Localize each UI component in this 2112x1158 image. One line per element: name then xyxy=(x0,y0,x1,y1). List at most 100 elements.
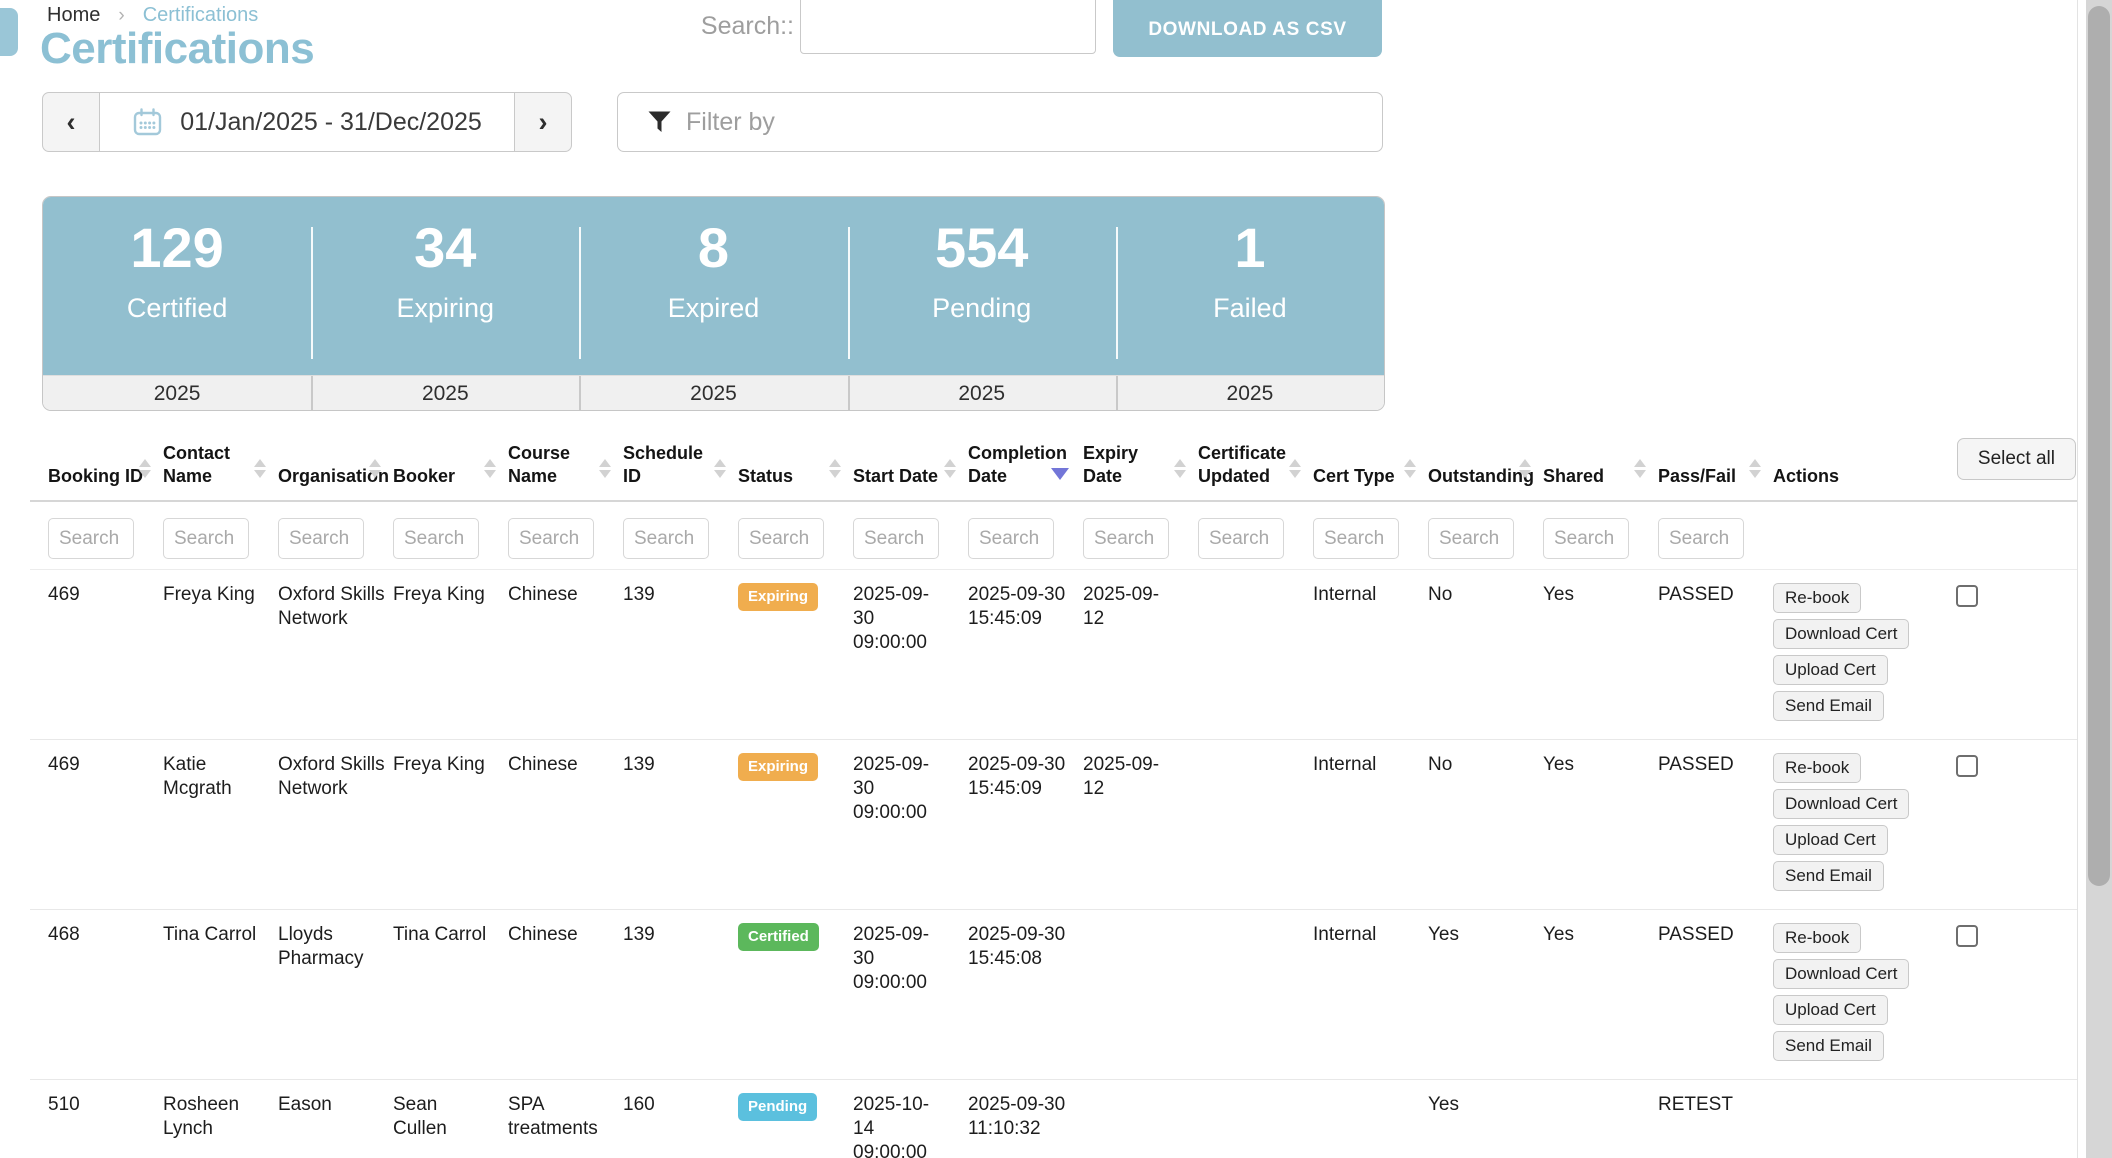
cell-certificate-updated xyxy=(1198,569,1313,740)
column-header-start-date[interactable]: Start Date xyxy=(853,438,968,502)
search-status-input[interactable] xyxy=(738,518,824,559)
cell-completion-date: 2025-09-30 15:45:09 xyxy=(968,739,1083,910)
sort-arrows-icon[interactable] xyxy=(714,459,726,478)
search-schedule-id-input[interactable] xyxy=(623,518,709,559)
cell-status: Expiring xyxy=(738,739,853,910)
column-header-booker[interactable]: Booker xyxy=(393,438,508,502)
sort-arrows-icon[interactable] xyxy=(254,459,266,478)
download-csv-button[interactable]: DOWNLOAD AS CSV xyxy=(1113,0,1382,57)
re-book-button[interactable]: Re-book xyxy=(1773,753,1862,783)
download-cert-button[interactable]: Download Cert xyxy=(1773,619,1910,649)
filter-by-field[interactable]: Filter by xyxy=(617,92,1383,152)
calendar-icon xyxy=(132,107,163,138)
upload-cert-button[interactable]: Upload Cert xyxy=(1773,995,1888,1025)
stats-cards: 129 Certified 34 Expiring 8 Expired 554 Pending… xyxy=(43,197,1384,375)
sort-arrows-icon[interactable] xyxy=(1519,459,1531,478)
stat-year-pending: 2025 xyxy=(847,376,1116,410)
cell-outstanding: Yes xyxy=(1428,909,1543,1080)
column-label: Outstanding xyxy=(1428,466,1534,486)
send-email-button[interactable]: Send Email xyxy=(1773,1031,1884,1061)
global-search-input[interactable] xyxy=(800,0,1096,54)
breadcrumb-separator: › xyxy=(118,5,125,26)
stats-year-strip: 2025 2025 2025 2025 2025 xyxy=(43,375,1384,410)
cell-cert-type: Internal xyxy=(1313,569,1428,740)
search-expiry-date-input[interactable] xyxy=(1083,518,1169,559)
re-book-button[interactable]: Re-book xyxy=(1773,923,1862,953)
search-course-name-input[interactable] xyxy=(508,518,594,559)
column-header-course-name[interactable]: Course Name xyxy=(508,438,623,502)
select-all-button[interactable]: Select all xyxy=(1956,438,2076,480)
cell-expiry-date xyxy=(1083,1079,1198,1158)
search-cert-type-input[interactable] xyxy=(1313,518,1399,559)
column-header-shared[interactable]: Shared xyxy=(1543,438,1658,502)
download-cert-button[interactable]: Download Cert xyxy=(1773,959,1910,989)
sort-arrows-icon[interactable] xyxy=(1289,459,1301,478)
search-booker-input[interactable] xyxy=(393,518,479,559)
column-header-expiry-date[interactable]: Expiry Date xyxy=(1083,438,1198,502)
breadcrumb-home-link[interactable]: Home xyxy=(47,4,101,26)
search-booking-id-input[interactable] xyxy=(48,518,134,559)
date-range-field[interactable]: 01/Jan/2025 - 31/Dec/2025 xyxy=(100,92,514,152)
sort-arrows-icon[interactable] xyxy=(1749,459,1761,478)
search-cell-actions xyxy=(1773,501,1938,570)
column-header-completion-date[interactable]: Completion Date xyxy=(968,438,1083,502)
send-email-button[interactable]: Send Email xyxy=(1773,691,1884,721)
column-label: Contact Name xyxy=(163,443,230,486)
search-shared-input[interactable] xyxy=(1543,518,1629,559)
sort-arrows-icon[interactable] xyxy=(599,459,611,478)
next-period-button[interactable]: › xyxy=(514,92,572,152)
cell-status: Pending xyxy=(738,1079,853,1158)
cell-cert-type xyxy=(1313,1079,1428,1158)
sort-arrows-icon[interactable] xyxy=(1174,459,1186,478)
row-checkbox[interactable] xyxy=(1956,585,1978,607)
search-completion-date-input[interactable] xyxy=(968,518,1054,559)
column-header-cert-type[interactable]: Cert Type xyxy=(1313,438,1428,502)
upload-cert-button[interactable]: Upload Cert xyxy=(1773,825,1888,855)
search-cell-cert-type xyxy=(1313,501,1428,570)
column-header-schedule-id[interactable]: Schedule ID xyxy=(623,438,738,502)
cell-start-date: 2025-10-14 09:00:00 xyxy=(853,1079,968,1158)
sort-desc-icon[interactable] xyxy=(1051,468,1069,480)
search-contact-name-input[interactable] xyxy=(163,518,249,559)
cell-schedule-id: 139 xyxy=(623,909,738,1080)
column-header-certificate-updated[interactable]: Certificate Updated xyxy=(1198,438,1313,502)
cell-organisation: Eason xyxy=(278,1079,393,1158)
search-start-date-input[interactable] xyxy=(853,518,939,559)
column-header-pass-fail[interactable]: Pass/Fail xyxy=(1658,438,1773,502)
sort-arrows-icon[interactable] xyxy=(1404,459,1416,478)
sort-arrows-icon[interactable] xyxy=(369,459,381,478)
re-book-button[interactable]: Re-book xyxy=(1773,583,1862,613)
sort-arrows-icon[interactable] xyxy=(139,459,151,478)
cell-booking-id: 510 xyxy=(30,1079,163,1158)
download-cert-button[interactable]: Download Cert xyxy=(1773,789,1910,819)
sort-arrows-icon[interactable] xyxy=(829,459,841,478)
search-organisation-input[interactable] xyxy=(278,518,364,559)
search-certificate-updated-input[interactable] xyxy=(1198,518,1284,559)
vertical-scrollbar-thumb[interactable] xyxy=(2088,6,2110,886)
search-outstanding-input[interactable] xyxy=(1428,518,1514,559)
sort-arrows-icon[interactable] xyxy=(1634,459,1646,478)
prev-period-button[interactable]: ‹ xyxy=(42,92,100,152)
column-header-outstanding[interactable]: Outstanding xyxy=(1428,438,1543,502)
column-header-organisation[interactable]: Organisation xyxy=(278,438,393,502)
sort-arrows-icon[interactable] xyxy=(944,459,956,478)
table-row: 468 Tina Carrol Lloyds Pharmacy Tina Carrol… xyxy=(30,909,2078,1080)
status-badge: Expiring xyxy=(738,583,819,611)
column-header-booking-id[interactable]: Booking ID xyxy=(30,438,163,502)
row-checkbox[interactable] xyxy=(1956,925,1978,947)
upload-cert-button[interactable]: Upload Cert xyxy=(1773,655,1888,685)
sort-arrows-icon[interactable] xyxy=(484,459,496,478)
row-checkbox[interactable] xyxy=(1956,755,1978,777)
breadcrumb: Home › Certifications xyxy=(47,4,258,27)
search-cell-shared xyxy=(1543,501,1658,570)
stat-value: 8 xyxy=(697,216,730,279)
table-row: 469 Katie Mcgrath Oxford Skills Network Fre… xyxy=(30,739,2078,910)
cell-booker: Tina Carrol xyxy=(393,909,508,1080)
search-pass-fail-input[interactable] xyxy=(1658,518,1744,559)
search-cell-outstanding xyxy=(1428,501,1543,570)
column-header-status[interactable]: Status xyxy=(738,438,853,502)
column-header-contact-name[interactable]: Contact Name xyxy=(163,438,278,502)
send-email-button[interactable]: Send Email xyxy=(1773,861,1884,891)
table-header-row: Booking ID Contact Name Organisation Booker… xyxy=(30,438,2078,502)
cell-cert-type: Internal xyxy=(1313,739,1428,910)
